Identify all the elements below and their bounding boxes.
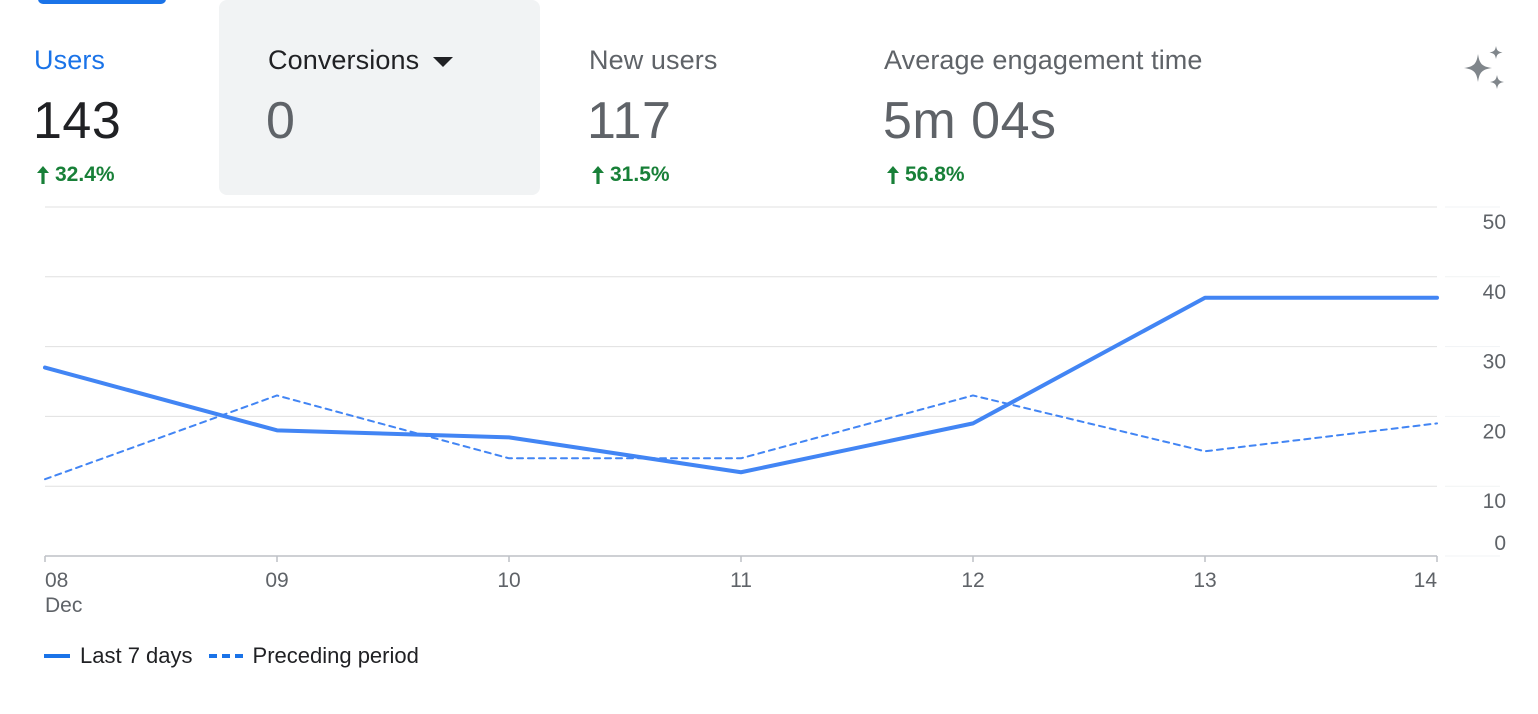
metric-change-value: 32.4%: [55, 163, 115, 186]
legend-label: Last 7 days: [80, 643, 193, 668]
metric-label-users: Users: [34, 45, 106, 75]
x-tick-label: 12: [961, 569, 984, 592]
dropdown-caret-icon[interactable]: [433, 56, 454, 68]
y-tick-label: 40: [1483, 281, 1506, 304]
metric-label-new-users: New users: [589, 45, 718, 75]
x-tick-label: 11: [730, 569, 752, 592]
x-tick-label: 08: [45, 569, 68, 592]
metric-value-users: 143: [33, 92, 122, 150]
x-tick-label: 14: [1414, 569, 1438, 592]
metric-label-avg-engagement: Average engagement time: [884, 45, 1203, 75]
legend-swatch-solid: [44, 654, 70, 658]
x-tick-label: 10: [497, 569, 520, 592]
legend-swatch-dashed: [208, 654, 243, 658]
metric-card-avg-engagement[interactable]: Average engagement time 5m 04s 56.8%: [866, 0, 1286, 195]
legend-item-preceding-period[interactable]: Preceding period: [208, 643, 419, 669]
metric-card-new-users[interactable]: New users 117 31.5%: [570, 0, 840, 195]
series-line-last-7-days: [43, 295, 1439, 475]
arrow-up-icon: [887, 166, 899, 184]
y-tick-label: 20: [1483, 420, 1506, 443]
x-tick-sublabel: Dec: [45, 594, 82, 617]
metric-label-text: Conversions: [268, 45, 420, 75]
arrow-up-icon: [592, 166, 604, 184]
metric-change-avg-engagement: 56.8%: [886, 163, 965, 187]
y-tick-label: 0: [1494, 532, 1506, 555]
legend-item-last-7-days[interactable]: Last 7 days: [44, 643, 193, 669]
x-tick-label: 09: [265, 569, 288, 592]
selected-tab-indicator: [38, 0, 166, 4]
metric-value-conversions: 0: [266, 92, 296, 150]
y-tick-label: 30: [1483, 351, 1506, 374]
metric-change-new-users: 31.5%: [591, 163, 670, 187]
chart-legend: Last 7 days Preceding period: [44, 643, 419, 669]
metric-card-conversions[interactable]: Conversions 0: [219, 0, 540, 195]
series-line-preceding-period: [44, 394, 1438, 481]
y-tick-label: 50: [1483, 211, 1506, 234]
metric-value-avg-engagement: 5m 04s: [883, 92, 1057, 150]
x-tick-label: 13: [1193, 569, 1216, 592]
legend-label: Preceding period: [252, 643, 419, 668]
arrow-up-icon: [37, 166, 49, 184]
metric-change-value: 31.5%: [610, 163, 670, 186]
metric-change-value: 56.8%: [905, 163, 965, 186]
metric-change-users: 32.4%: [36, 163, 115, 187]
metric-label-conversions: Conversions: [268, 45, 454, 76]
sparkle-icon[interactable]: [1456, 44, 1508, 96]
metric-card-users[interactable]: Users 143 32.4%: [18, 0, 208, 195]
users-line-chart: 0 10 20 30 40 50 08 09 10 11 12 13 14 Dec: [43, 206, 1506, 617]
metric-value-new-users: 117: [587, 92, 672, 150]
y-tick-label: 10: [1483, 490, 1506, 513]
